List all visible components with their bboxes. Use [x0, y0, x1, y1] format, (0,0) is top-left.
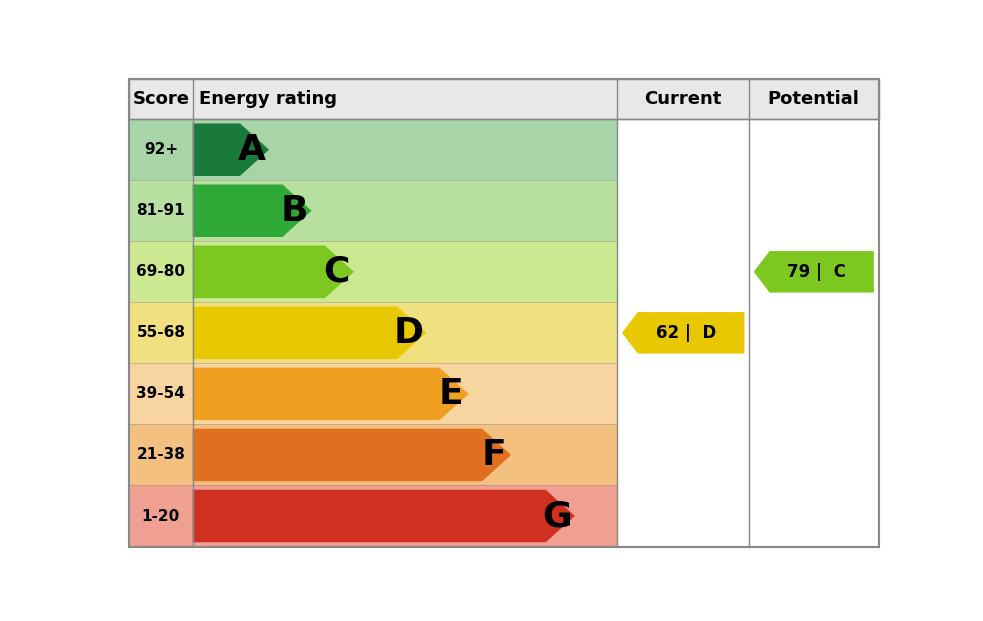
Text: Current: Current: [645, 90, 722, 108]
Bar: [129, 79, 879, 119]
Polygon shape: [193, 490, 575, 542]
Text: 39-54: 39-54: [137, 386, 185, 401]
Text: 55-68: 55-68: [137, 325, 186, 340]
Text: 69-80: 69-80: [137, 265, 186, 279]
Text: D: D: [394, 316, 424, 350]
Text: 1-20: 1-20: [142, 509, 180, 524]
Text: Potential: Potential: [768, 90, 860, 108]
Text: Score: Score: [133, 90, 190, 108]
Text: C: C: [323, 255, 350, 289]
Polygon shape: [193, 307, 427, 359]
Bar: [129, 363, 617, 424]
Text: Energy rating: Energy rating: [199, 90, 337, 108]
Text: F: F: [482, 438, 506, 472]
Bar: [129, 180, 617, 242]
Bar: [129, 424, 617, 486]
Bar: [129, 486, 617, 546]
Text: 79 |  C: 79 | C: [787, 263, 846, 281]
Bar: [129, 119, 617, 180]
Polygon shape: [193, 368, 469, 420]
Text: G: G: [543, 499, 572, 533]
Bar: [129, 242, 617, 302]
Text: 62 |  D: 62 | D: [656, 324, 716, 342]
Text: A: A: [238, 133, 265, 166]
Text: B: B: [280, 194, 308, 228]
Text: 81-91: 81-91: [137, 203, 185, 218]
Polygon shape: [193, 124, 269, 176]
Bar: [129, 302, 617, 363]
Polygon shape: [754, 251, 874, 292]
Polygon shape: [193, 184, 312, 237]
Polygon shape: [193, 428, 511, 481]
Text: E: E: [438, 377, 464, 411]
Polygon shape: [193, 245, 354, 298]
Polygon shape: [622, 312, 744, 353]
Text: 92+: 92+: [144, 142, 178, 157]
Text: 21-38: 21-38: [137, 448, 185, 463]
